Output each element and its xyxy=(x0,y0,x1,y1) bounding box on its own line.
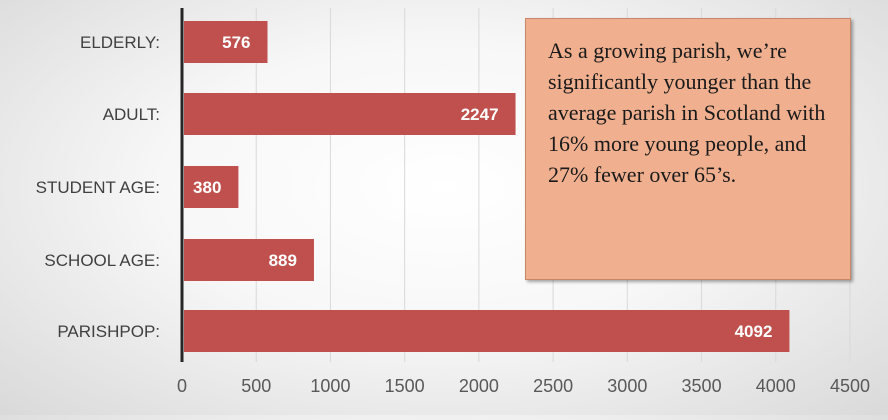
bar xyxy=(184,166,239,208)
x-tick-label: 1500 xyxy=(385,376,425,396)
x-tick-label: 500 xyxy=(241,376,271,396)
category-label: ELDERLY: xyxy=(80,33,160,52)
bar xyxy=(184,21,268,63)
bars: 576 2247 380 889 4092 xyxy=(184,21,790,352)
x-tick-label: 2500 xyxy=(533,376,573,396)
axes: 0 500 1000 1500 2000 2500 3000 3500 4000 4500 ELDE… xyxy=(36,8,870,396)
x-tick-label: 1000 xyxy=(310,376,350,396)
data-label: 2247 xyxy=(461,105,499,124)
x-tick-label: 2000 xyxy=(459,376,499,396)
category-label: PARISHPOP: xyxy=(57,322,160,341)
category-label: SCHOOL AGE: xyxy=(44,251,160,270)
x-tick-label: 4000 xyxy=(756,376,796,396)
annotation-callout: As a growing parish, we’re significantly… xyxy=(525,18,851,280)
x-tick-label: 3500 xyxy=(682,376,722,396)
data-label: 889 xyxy=(269,251,297,270)
bar xyxy=(184,239,314,281)
x-tick-label: 0 xyxy=(177,376,187,396)
data-label: 576 xyxy=(222,33,250,52)
bar xyxy=(184,93,516,135)
data-label: 4092 xyxy=(735,322,773,341)
category-label: STUDENT AGE: xyxy=(36,178,160,197)
bar xyxy=(184,310,790,352)
x-tick-label: 3000 xyxy=(607,376,647,396)
category-label: ADULT: xyxy=(103,105,160,124)
data-label: 380 xyxy=(193,178,221,197)
x-tick-label: 4500 xyxy=(830,376,870,396)
